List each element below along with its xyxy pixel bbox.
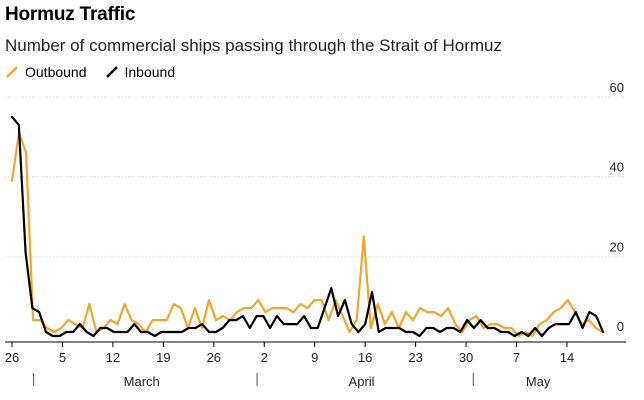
month-label: May bbox=[526, 374, 551, 389]
y-tick-label: 0 bbox=[617, 319, 624, 334]
y-tick-label: 20 bbox=[610, 239, 624, 254]
x-tick-label: 9 bbox=[311, 350, 318, 365]
legend-label-inbound: Inbound bbox=[124, 64, 176, 80]
legend-swatch-inbound bbox=[105, 66, 118, 78]
x-tick-label: 26 bbox=[207, 350, 221, 365]
chart-title: Hormuz Traffic bbox=[5, 4, 136, 25]
x-tick-label: 5 bbox=[59, 350, 66, 365]
x-tick-label: 30 bbox=[459, 350, 473, 365]
y-tick-label: 40 bbox=[610, 160, 624, 175]
x-tick-label: 7 bbox=[513, 350, 520, 365]
legend-label-outbound: Outbound bbox=[25, 64, 87, 80]
x-tick-label: 19 bbox=[156, 350, 170, 365]
x-tick-label: 12 bbox=[106, 350, 120, 365]
y-tick-label: 60 bbox=[610, 80, 624, 95]
month-label: March bbox=[124, 374, 160, 389]
month-label: April bbox=[349, 374, 375, 389]
x-tick-label: 2 bbox=[261, 350, 268, 365]
x-tick-label: 16 bbox=[358, 350, 372, 365]
legend-item-inbound: Inbound bbox=[105, 64, 176, 80]
x-tick-label: 23 bbox=[408, 350, 422, 365]
legend-swatch-outbound bbox=[6, 66, 18, 78]
series-line-inbound bbox=[10, 115, 605, 338]
x-tick-label: 26 bbox=[5, 350, 19, 365]
x-tick-label: 14 bbox=[560, 350, 574, 365]
chart-subtitle: Number of commercial ships passing throu… bbox=[5, 36, 502, 55]
legend-item-outbound: Outbound bbox=[5, 64, 87, 80]
legend: Outbound Inbound bbox=[5, 63, 193, 81]
series-line-outbound bbox=[10, 131, 605, 338]
